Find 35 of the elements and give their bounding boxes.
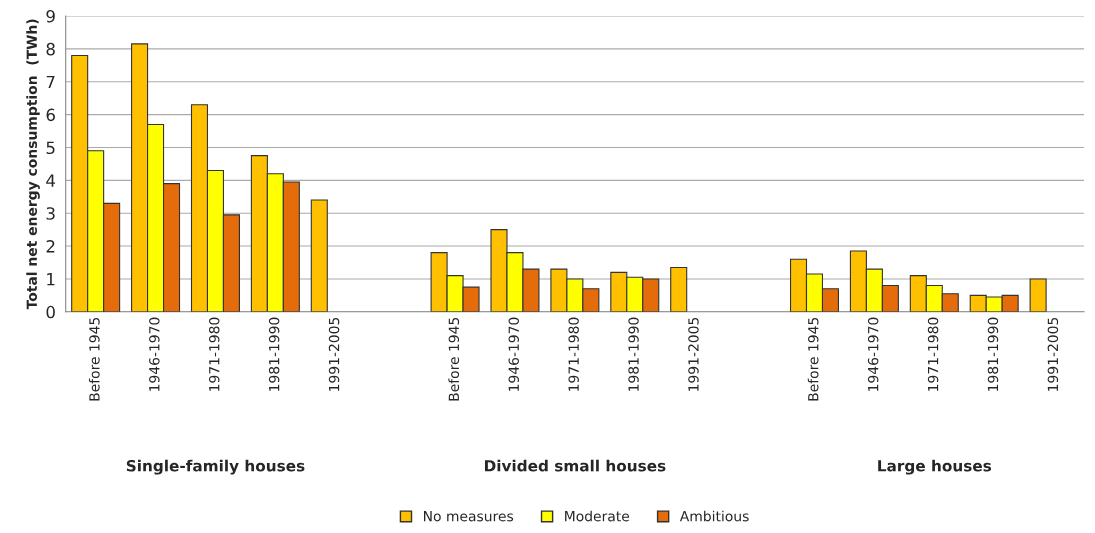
y-axis-title: Total net energy consumption (TWh) [26, 19, 40, 310]
x-tick-label: 1971-1980 [568, 317, 579, 391]
x-tick-label: 1991-2005 [1047, 317, 1059, 391]
x-tick-label: 1991-2005 [328, 317, 340, 391]
x-tick-label: 1971-1980 [927, 317, 939, 391]
x-tick-label: Before 1945 [448, 317, 460, 401]
y-tick-label: 3 [46, 207, 55, 220]
y-tick-label: 5 [46, 141, 55, 155]
bar [1029, 278, 1047, 312]
y-tick-label: 1 [47, 273, 55, 286]
x-tick-label: 1991-2005 [688, 317, 699, 391]
x-tick-label: 1981-1990 [987, 317, 999, 391]
y-tick-label: 9 [46, 9, 55, 23]
text: Divided small houses [484, 459, 666, 472]
x-tick-label: Before 1945 [807, 317, 819, 401]
x-tick-label: 1981-1990 [268, 317, 280, 391]
y-tick-label: 4 [46, 174, 56, 187]
y-tick-label: 2 [46, 240, 55, 253]
x-tick-label: 1946-1970 [508, 317, 519, 391]
legend-label: Ambitious [679, 510, 749, 522]
y-tick-label: 8 [46, 42, 55, 56]
y-tick-label: 6 [46, 108, 55, 122]
text: Large houses [878, 459, 992, 475]
y-tick-label: 0 [46, 305, 55, 319]
x-tick-label: 1946-1970 [867, 317, 879, 391]
legend-label: Moderate [565, 510, 630, 522]
legend-label: No measures [424, 511, 514, 522]
x-tick-label: 1946-1970 [149, 317, 160, 391]
bar [310, 199, 328, 312]
text: Single-family houses [126, 459, 305, 475]
x-tick-label: 1981-1990 [628, 317, 639, 391]
bar [670, 266, 688, 312]
y-tick-label: 7 [46, 75, 55, 89]
x-tick-label: 1971-1980 [208, 317, 220, 391]
x-tick-label: Before 1945 [88, 317, 100, 401]
